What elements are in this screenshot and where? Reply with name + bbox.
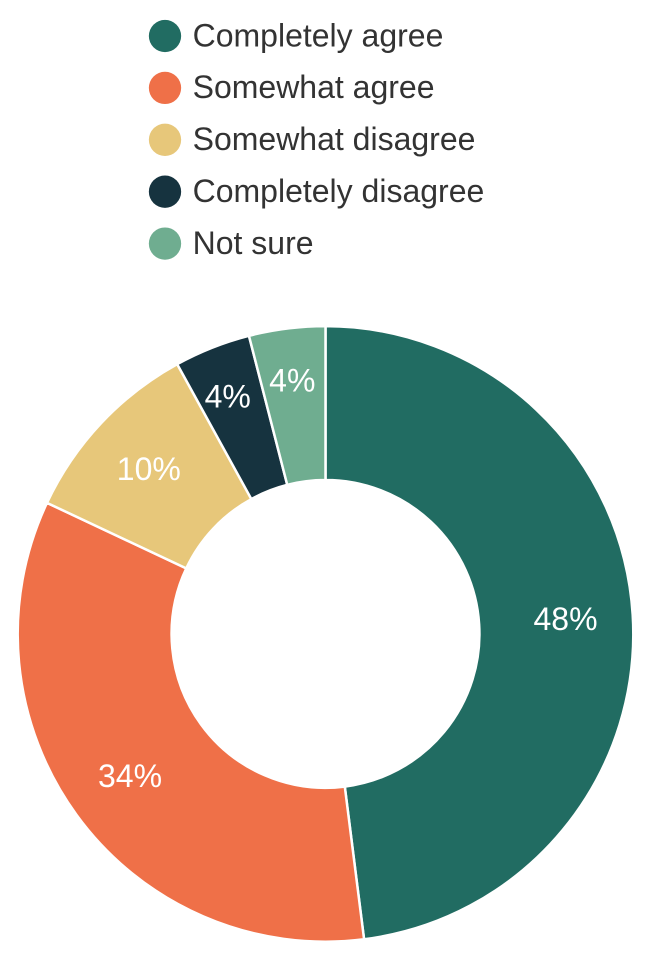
svg-text:4%: 4% bbox=[269, 363, 315, 399]
svg-text:Not sure: Not sure bbox=[193, 225, 314, 261]
svg-text:Somewhat agree: Somewhat agree bbox=[193, 69, 435, 105]
svg-text:Completely agree: Completely agree bbox=[193, 17, 444, 53]
svg-text:Somewhat disagree: Somewhat disagree bbox=[193, 121, 476, 157]
svg-text:Completely disagree: Completely disagree bbox=[193, 173, 485, 209]
svg-text:48%: 48% bbox=[533, 601, 597, 637]
svg-text:4%: 4% bbox=[205, 379, 251, 415]
svg-text:34%: 34% bbox=[98, 758, 162, 794]
svg-text:10%: 10% bbox=[117, 451, 181, 487]
